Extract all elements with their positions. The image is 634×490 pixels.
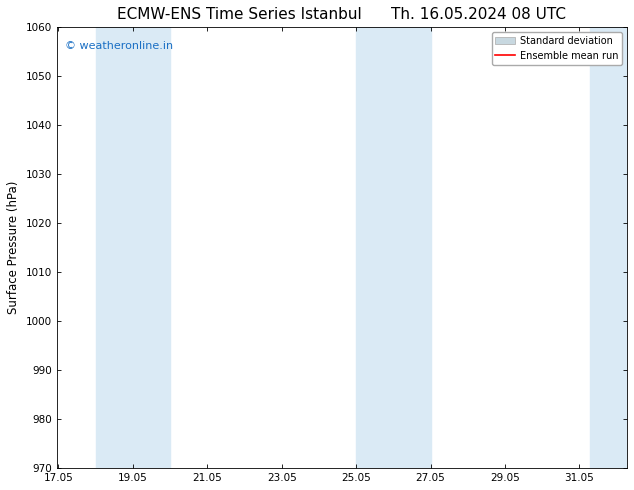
Bar [590, 27, 627, 468]
Text: © weatheronline.in: © weatheronline.in [65, 41, 173, 50]
Title: ECMW-ENS Time Series Istanbul      Th. 16.05.2024 08 UTC: ECMW-ENS Time Series Istanbul Th. 16.05.… [117, 7, 566, 22]
Legend: Standard deviation, Ensemble mean run: Standard deviation, Ensemble mean run [491, 32, 622, 65]
Y-axis label: Surface Pressure (hPa): Surface Pressure (hPa) [7, 181, 20, 315]
Bar [96, 27, 170, 468]
Bar [356, 27, 430, 468]
